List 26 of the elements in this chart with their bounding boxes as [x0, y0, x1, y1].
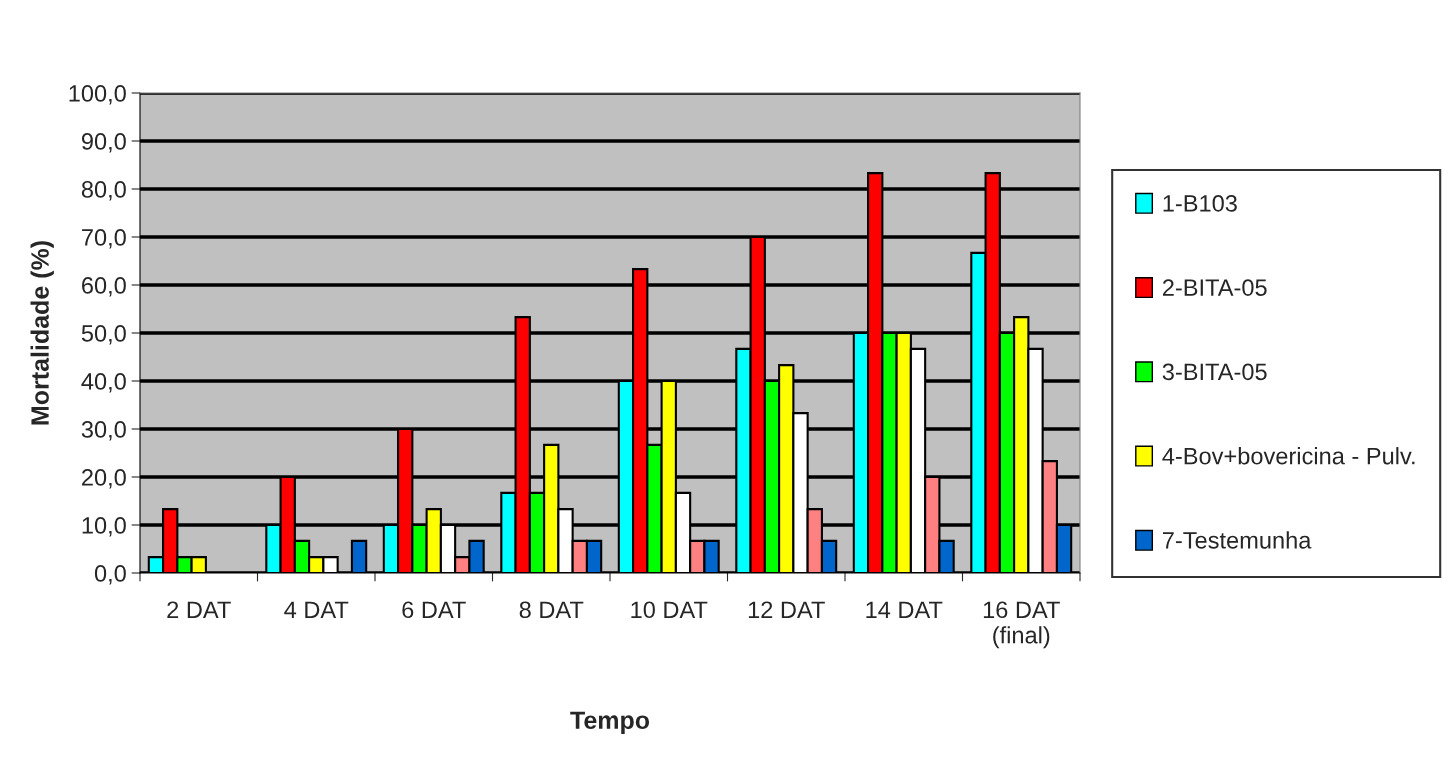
y-tick-label: 30,0 [81, 421, 126, 441]
legend-label: 4-Bov+bovericina - Pulv. [1162, 447, 1415, 465]
y-tick-label: 70,0 [82, 229, 126, 249]
x-tick-label: 16 DAT (final) [983, 601, 1060, 649]
legend-label: 2-BITA-05 [1162, 279, 1267, 296]
x-tick-label: 6 DAT [402, 601, 466, 619]
y-tick-label: 100,0 [69, 85, 126, 105]
y-tick-label: 0,0 [94, 565, 126, 585]
x-tick-label: 12 DAT [748, 601, 825, 618]
legend-label: 1-B103 [1163, 195, 1237, 212]
y-tick-label: 40,0 [81, 373, 126, 393]
y-tick-label: 80,0 [81, 181, 126, 201]
x-axis-title: Tempo [570, 711, 650, 735]
y-axis-title: Mortalidade (%) [30, 241, 54, 425]
x-tick-label: 8 DAT [519, 601, 584, 619]
x-tick-label: 4 DAT [284, 601, 349, 618]
y-tick-label: 20,0 [82, 469, 126, 489]
legend-label: 3-BITA-05 [1162, 363, 1267, 381]
y-tick-label: 60,0 [82, 277, 126, 297]
legend-label: 7-Testemunha [1162, 531, 1312, 549]
x-tick-label: 2 DAT [167, 601, 231, 618]
y-tick-label: 10,0 [82, 517, 126, 537]
x-tick-label: 14 DAT [866, 601, 943, 618]
y-tick-label: 50,0 [81, 325, 126, 345]
x-tick-label: 10 DAT [631, 601, 708, 619]
y-tick-label: 90,0 [81, 133, 126, 153]
